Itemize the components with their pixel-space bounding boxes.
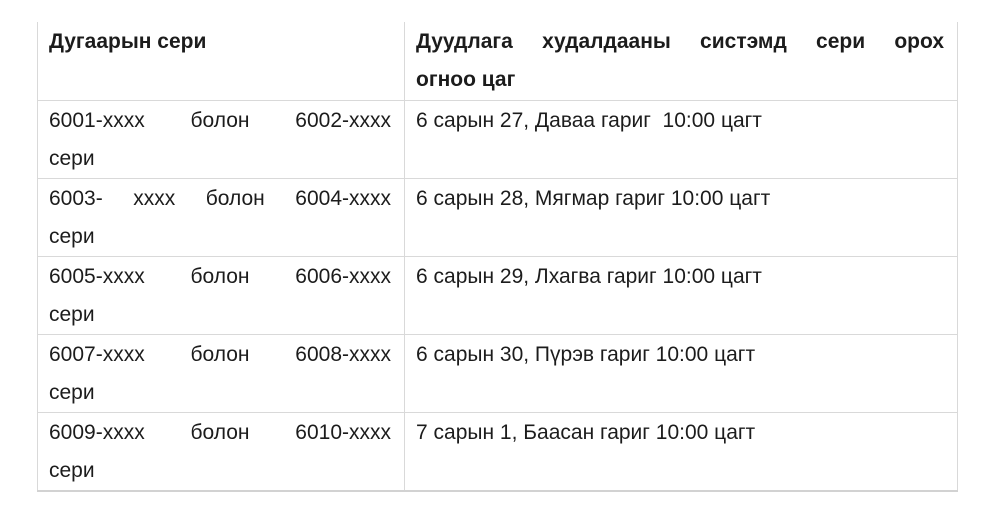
date-text: 7 сарын 1, Баасан гариг 10:00 цагт: [416, 420, 756, 444]
col-header-series: Дугаарын сери: [37, 22, 405, 101]
series-line-2: сери: [49, 458, 95, 482]
date-cell: 6 сарын 28, Мягмар гариг 10:00 цагт: [404, 177, 958, 257]
col-header-date-line2: огноо цаг: [416, 68, 516, 91]
date-cell: 6 сарын 27, Даваа гариг 10:00 цагт: [404, 99, 958, 179]
series-cell: 6005-xxxx болон 6006-xxxx сери: [37, 255, 405, 335]
date-text: 6 сарын 29, Лхагва гариг 10:00 цагт: [416, 264, 762, 288]
table-row: 6009-xxxx болон 6010-xxxx сери 7 сарын 1…: [37, 411, 958, 492]
series-line-1: 6009-xxxx болон 6010-xxxx: [49, 420, 391, 444]
date-cell: 7 сарын 1, Баасан гариг 10:00 цагт: [404, 411, 958, 492]
table-row: 6003- xxxx болон 6004-xxxx сери 6 сарын …: [37, 177, 958, 257]
col-header-series-label: Дугаарын сери: [49, 30, 207, 53]
series-line-2: сери: [49, 224, 95, 248]
col-header-date: Дуудлага худалдааны систэмд сери орох ог…: [404, 22, 958, 101]
series-cell: 6001-xxxx болон 6002-xxxx сери: [37, 99, 405, 179]
series-cell: 6009-xxxx болон 6010-xxxx сери: [37, 411, 405, 492]
date-text: 6 сарын 27, Даваа гариг 10:00 цагт: [416, 108, 762, 132]
col-header-date-line1: Дуудлага худалдааны систэмд сери орох: [416, 30, 944, 53]
table-row: 6001-xxxx болон 6002-xxxx сери 6 сарын 2…: [37, 99, 958, 179]
series-line-1: 6007-xxxx болон 6008-xxxx: [49, 342, 391, 366]
date-cell: 6 сарын 29, Лхагва гариг 10:00 цагт: [404, 255, 958, 335]
date-text: 6 сарын 30, Пүрэв гариг 10:00 цагт: [416, 342, 756, 366]
series-line-1: 6003- xxxx болон 6004-xxxx: [49, 186, 391, 210]
series-line-1: 6005-xxxx болон 6006-xxxx: [49, 264, 391, 288]
date-text: 6 сарын 28, Мягмар гариг 10:00 цагт: [416, 186, 771, 210]
series-line-2: сери: [49, 380, 95, 404]
series-cell: 6003- xxxx болон 6004-xxxx сери: [37, 177, 405, 257]
series-line-2: сери: [49, 146, 95, 170]
series-schedule-table: Дугаарын сери Дуудлага худалдааны систэм…: [37, 22, 958, 492]
series-cell: 6007-xxxx болон 6008-xxxx сери: [37, 333, 405, 413]
table-row: 6007-xxxx болон 6008-xxxx сери 6 сарын 3…: [37, 333, 958, 413]
table-row: 6005-xxxx болон 6006-xxxx сери 6 сарын 2…: [37, 255, 958, 335]
date-cell: 6 сарын 30, Пүрэв гариг 10:00 цагт: [404, 333, 958, 413]
series-line-2: сери: [49, 302, 95, 326]
series-line-1: 6001-xxxx болон 6002-xxxx: [49, 108, 391, 132]
header-row: Дугаарын сери Дуудлага худалдааны систэм…: [37, 22, 958, 101]
